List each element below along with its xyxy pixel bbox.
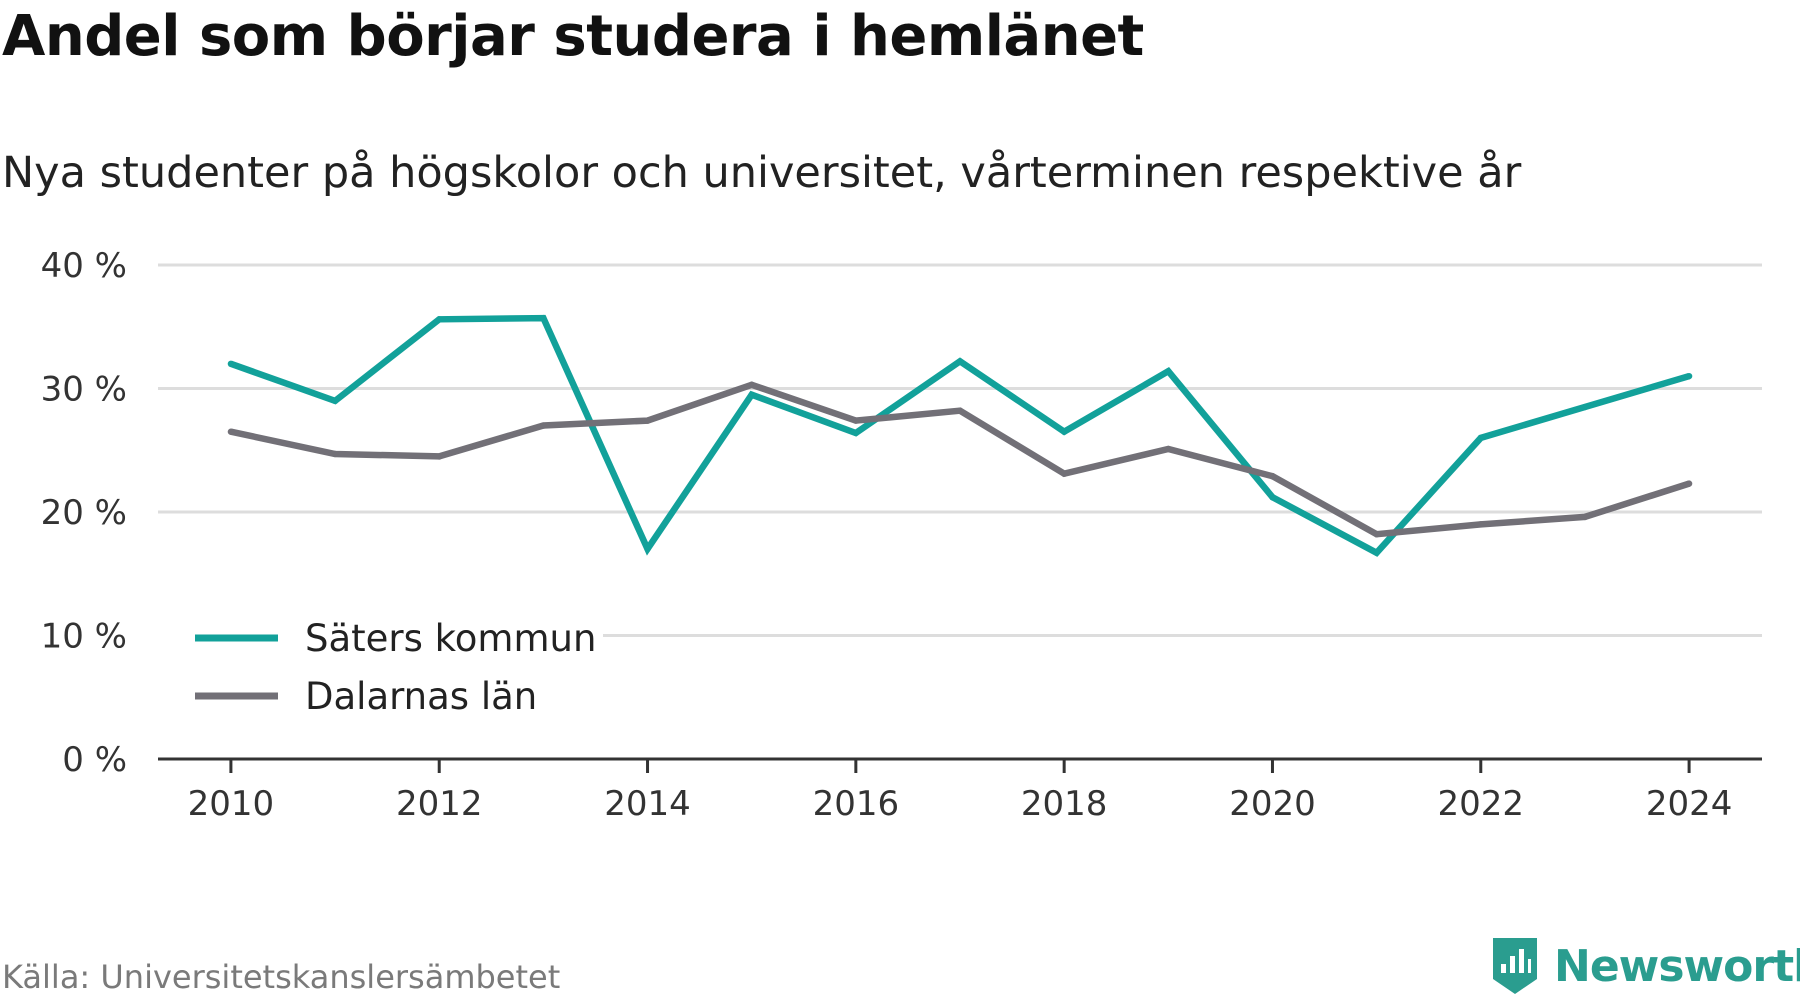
data-point-0-6 xyxy=(852,429,860,437)
y-tick-label-0: 0 % xyxy=(62,740,127,780)
newsworthy-logo-icon xyxy=(1493,938,1537,994)
data-point-0-5 xyxy=(748,391,755,398)
data-point-0-1 xyxy=(331,397,339,405)
data-point-1-12 xyxy=(1477,521,1484,528)
legend-label-0: Säters kommun xyxy=(305,617,596,660)
gridlines xyxy=(158,263,1762,637)
data-point-0-9 xyxy=(1165,368,1172,375)
data-point-1-2 xyxy=(436,453,443,460)
data-point-1-7 xyxy=(956,407,964,414)
data-point-0-11 xyxy=(1373,549,1380,556)
brand-logo: Newsworthy xyxy=(1490,932,1800,1000)
x-axis-ticks: 2010 2012 2014 2016 2018 2020 2022 2024 xyxy=(188,759,1733,824)
chart-title: Andel som börjar studera i hemlänet xyxy=(2,4,1144,69)
data-point-1-1 xyxy=(331,450,339,458)
data-point-0-7 xyxy=(956,358,964,365)
data-point-1-11 xyxy=(1373,531,1380,538)
data-point-0-2 xyxy=(436,316,443,323)
y-tick-label-1: 10 % xyxy=(41,617,127,657)
data-point-0-13 xyxy=(1581,403,1589,411)
data-point-1-0 xyxy=(227,428,235,435)
data-point-1-10 xyxy=(1269,472,1276,480)
legend: Säters kommun Dalarnas län xyxy=(158,606,603,728)
data-point-0-12 xyxy=(1477,434,1484,442)
source-note: Källa: Universitetskanslersämbetet xyxy=(2,958,561,996)
data-point-0-10 xyxy=(1269,493,1276,501)
x-tick-label-0: 2010 xyxy=(188,784,275,824)
y-tick-label-2: 20 % xyxy=(41,493,127,533)
legend-background xyxy=(158,606,603,728)
data-point-0-8 xyxy=(1060,428,1068,435)
data-point-1-8 xyxy=(1060,470,1068,477)
x-tick-label-5: 2020 xyxy=(1229,784,1316,824)
chart-subtitle: Nya studenter på högskolor och universit… xyxy=(2,148,1522,198)
data-point-0-14 xyxy=(1685,372,1693,380)
data-point-0-4 xyxy=(644,545,651,553)
x-tick-label-3: 2016 xyxy=(813,784,900,824)
data-point-1-9 xyxy=(1165,445,1172,453)
x-tick-label-1: 2012 xyxy=(396,784,483,824)
data-point-1-6 xyxy=(852,417,860,424)
data-point-1-14 xyxy=(1685,480,1693,487)
data-point-1-4 xyxy=(644,417,651,424)
data-point-0-0 xyxy=(227,360,235,367)
series-line-0 xyxy=(229,314,1691,557)
legend-label-1: Dalarnas län xyxy=(305,675,537,718)
x-tick-label-7: 2024 xyxy=(1646,784,1733,824)
data-series xyxy=(227,314,1693,557)
brand-name: Newsworthy xyxy=(1554,940,1800,992)
x-tick-label-6: 2022 xyxy=(1438,784,1525,824)
y-tick-label-4: 40 % xyxy=(41,246,127,286)
y-tick-label-3: 30 % xyxy=(41,370,127,410)
data-point-1-3 xyxy=(540,422,547,429)
y-axis-ticks: 0 % 10 % 20 % 30 % 40 % xyxy=(41,246,127,780)
data-point-1-5 xyxy=(748,381,755,388)
x-tick-label-2: 2014 xyxy=(604,784,691,824)
x-tick-label-4: 2018 xyxy=(1021,784,1108,824)
data-point-1-13 xyxy=(1581,513,1589,521)
data-point-0-3 xyxy=(540,314,547,322)
